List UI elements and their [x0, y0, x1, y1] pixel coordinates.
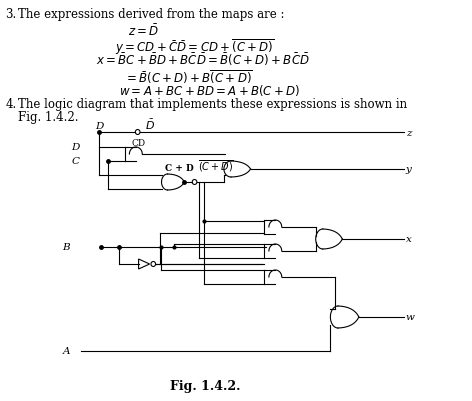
Text: Fig. 1.4.2.: Fig. 1.4.2. — [170, 379, 240, 392]
Text: The logic diagram that implements these expressions is shown in: The logic diagram that implements these … — [18, 98, 407, 111]
Text: x: x — [405, 235, 412, 244]
Text: $x = \bar{B}C + \bar{B}D + B\bar{C}\bar{D} = \bar{B}(C + D) + B\bar{C}\bar{D}$: $x = \bar{B}C + \bar{B}D + B\bar{C}\bar{… — [96, 52, 310, 68]
Text: CD: CD — [131, 139, 145, 148]
Text: $w = A + BC + BD = A + B(C + D)$: $w = A + BC + BD = A + B(C + D)$ — [119, 83, 300, 98]
Text: $\overline{(C + D)}$: $\overline{(C + D)}$ — [198, 158, 234, 174]
Text: B: B — [62, 243, 70, 252]
Text: C: C — [72, 157, 80, 166]
Text: 4.: 4. — [6, 98, 17, 111]
Text: z: z — [405, 128, 411, 137]
Text: w: w — [405, 313, 414, 322]
Text: Fig. 1.4.2.: Fig. 1.4.2. — [18, 111, 79, 124]
Text: D: D — [95, 122, 104, 131]
Text: C + D: C + D — [165, 164, 194, 172]
Text: 3.: 3. — [6, 8, 17, 21]
Text: The expressions derived from the maps are :: The expressions derived from the maps ar… — [18, 8, 285, 21]
Text: D: D — [72, 143, 80, 152]
Text: A: A — [62, 346, 70, 356]
Text: $\bar{D}$: $\bar{D}$ — [145, 117, 155, 132]
Text: $z = \bar{D}$: $z = \bar{D}$ — [128, 24, 160, 39]
Text: $= \bar{B}(C + D) + B\overline{(C + D)}$: $= \bar{B}(C + D) + B\overline{(C + D)}$ — [124, 68, 253, 86]
Text: $y = CD + \bar{C}\bar{D} = CD + \overline{(C + D)}$: $y = CD + \bar{C}\bar{D} = CD + \overlin… — [115, 37, 274, 57]
Text: y: y — [405, 165, 412, 174]
